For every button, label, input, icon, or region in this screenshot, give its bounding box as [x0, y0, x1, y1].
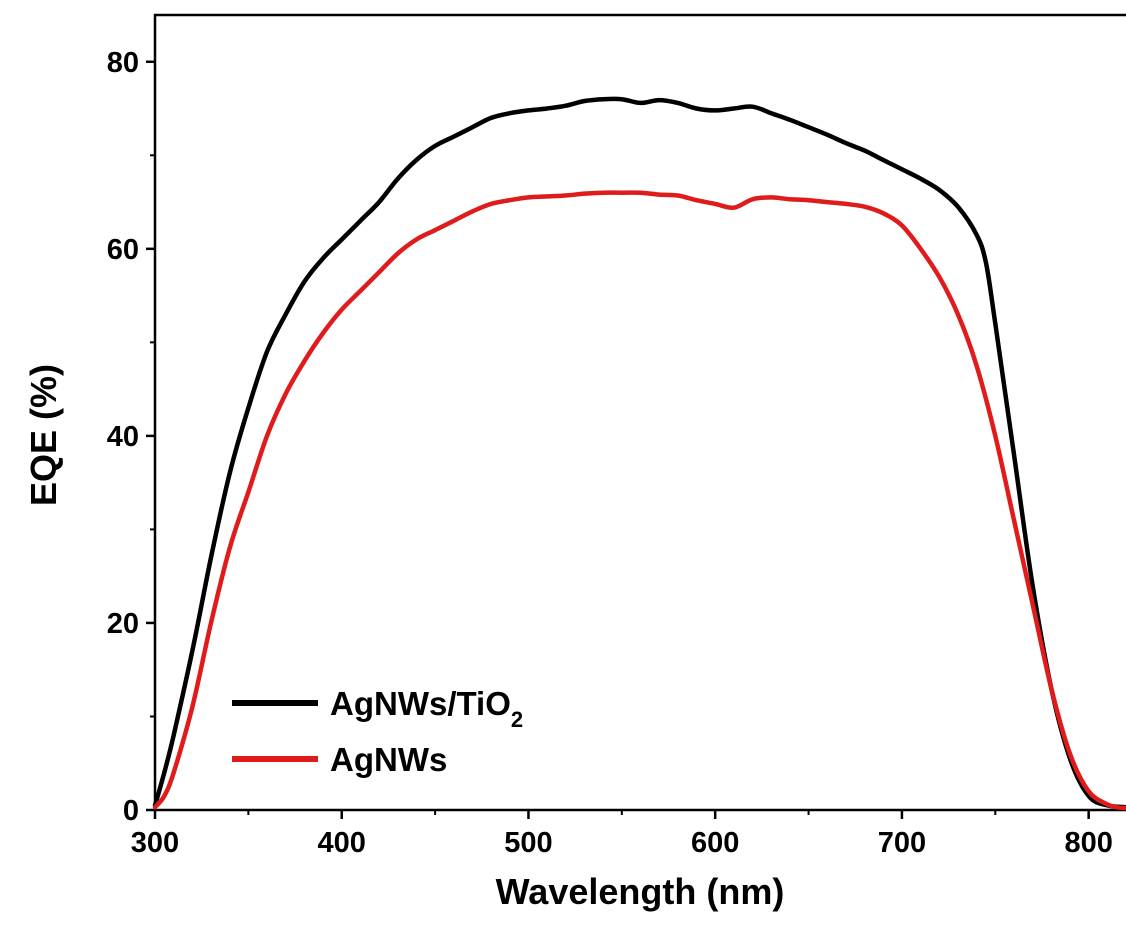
y-axis-title: EQE (%): [23, 364, 64, 506]
y-tick-label: 20: [107, 608, 139, 640]
y-axis-ticks: 0 20 40 60 80: [107, 47, 155, 827]
legend: AgNWs/TiO2 AgNWs: [232, 685, 523, 778]
series-line-agnws-tio2: [152, 96, 1126, 810]
plot-frame: [153, 13, 1126, 812]
plot-frame-border: [153, 13, 1126, 812]
legend-label-agnws-tio2-main: AgNWs/TiO: [330, 685, 511, 722]
y-tick-label: 40: [107, 421, 139, 453]
series-line-agnws: [152, 190, 1126, 811]
y-tick-label: 80: [107, 47, 139, 79]
y-tick-label: 0: [123, 795, 139, 827]
legend-label-agnws-tio2: AgNWs/TiO2: [330, 685, 523, 732]
x-tick-label: 600: [691, 827, 739, 859]
x-tick-label: 500: [504, 827, 552, 859]
x-tick-label: 400: [318, 827, 366, 859]
x-axis-ticks: 300 400 500 600 700 800: [131, 810, 1113, 859]
y-tick-label: 60: [107, 234, 139, 266]
legend-label-agnws-tio2-subscript: 2: [511, 707, 523, 732]
x-tick-label: 700: [878, 827, 926, 859]
x-tick-label: 300: [131, 827, 179, 859]
x-tick-label: 800: [1064, 827, 1112, 859]
legend-label-agnws: AgNWs: [330, 741, 447, 778]
series-layer: [152, 96, 1126, 811]
x-axis-title: Wavelength (nm): [496, 871, 785, 912]
